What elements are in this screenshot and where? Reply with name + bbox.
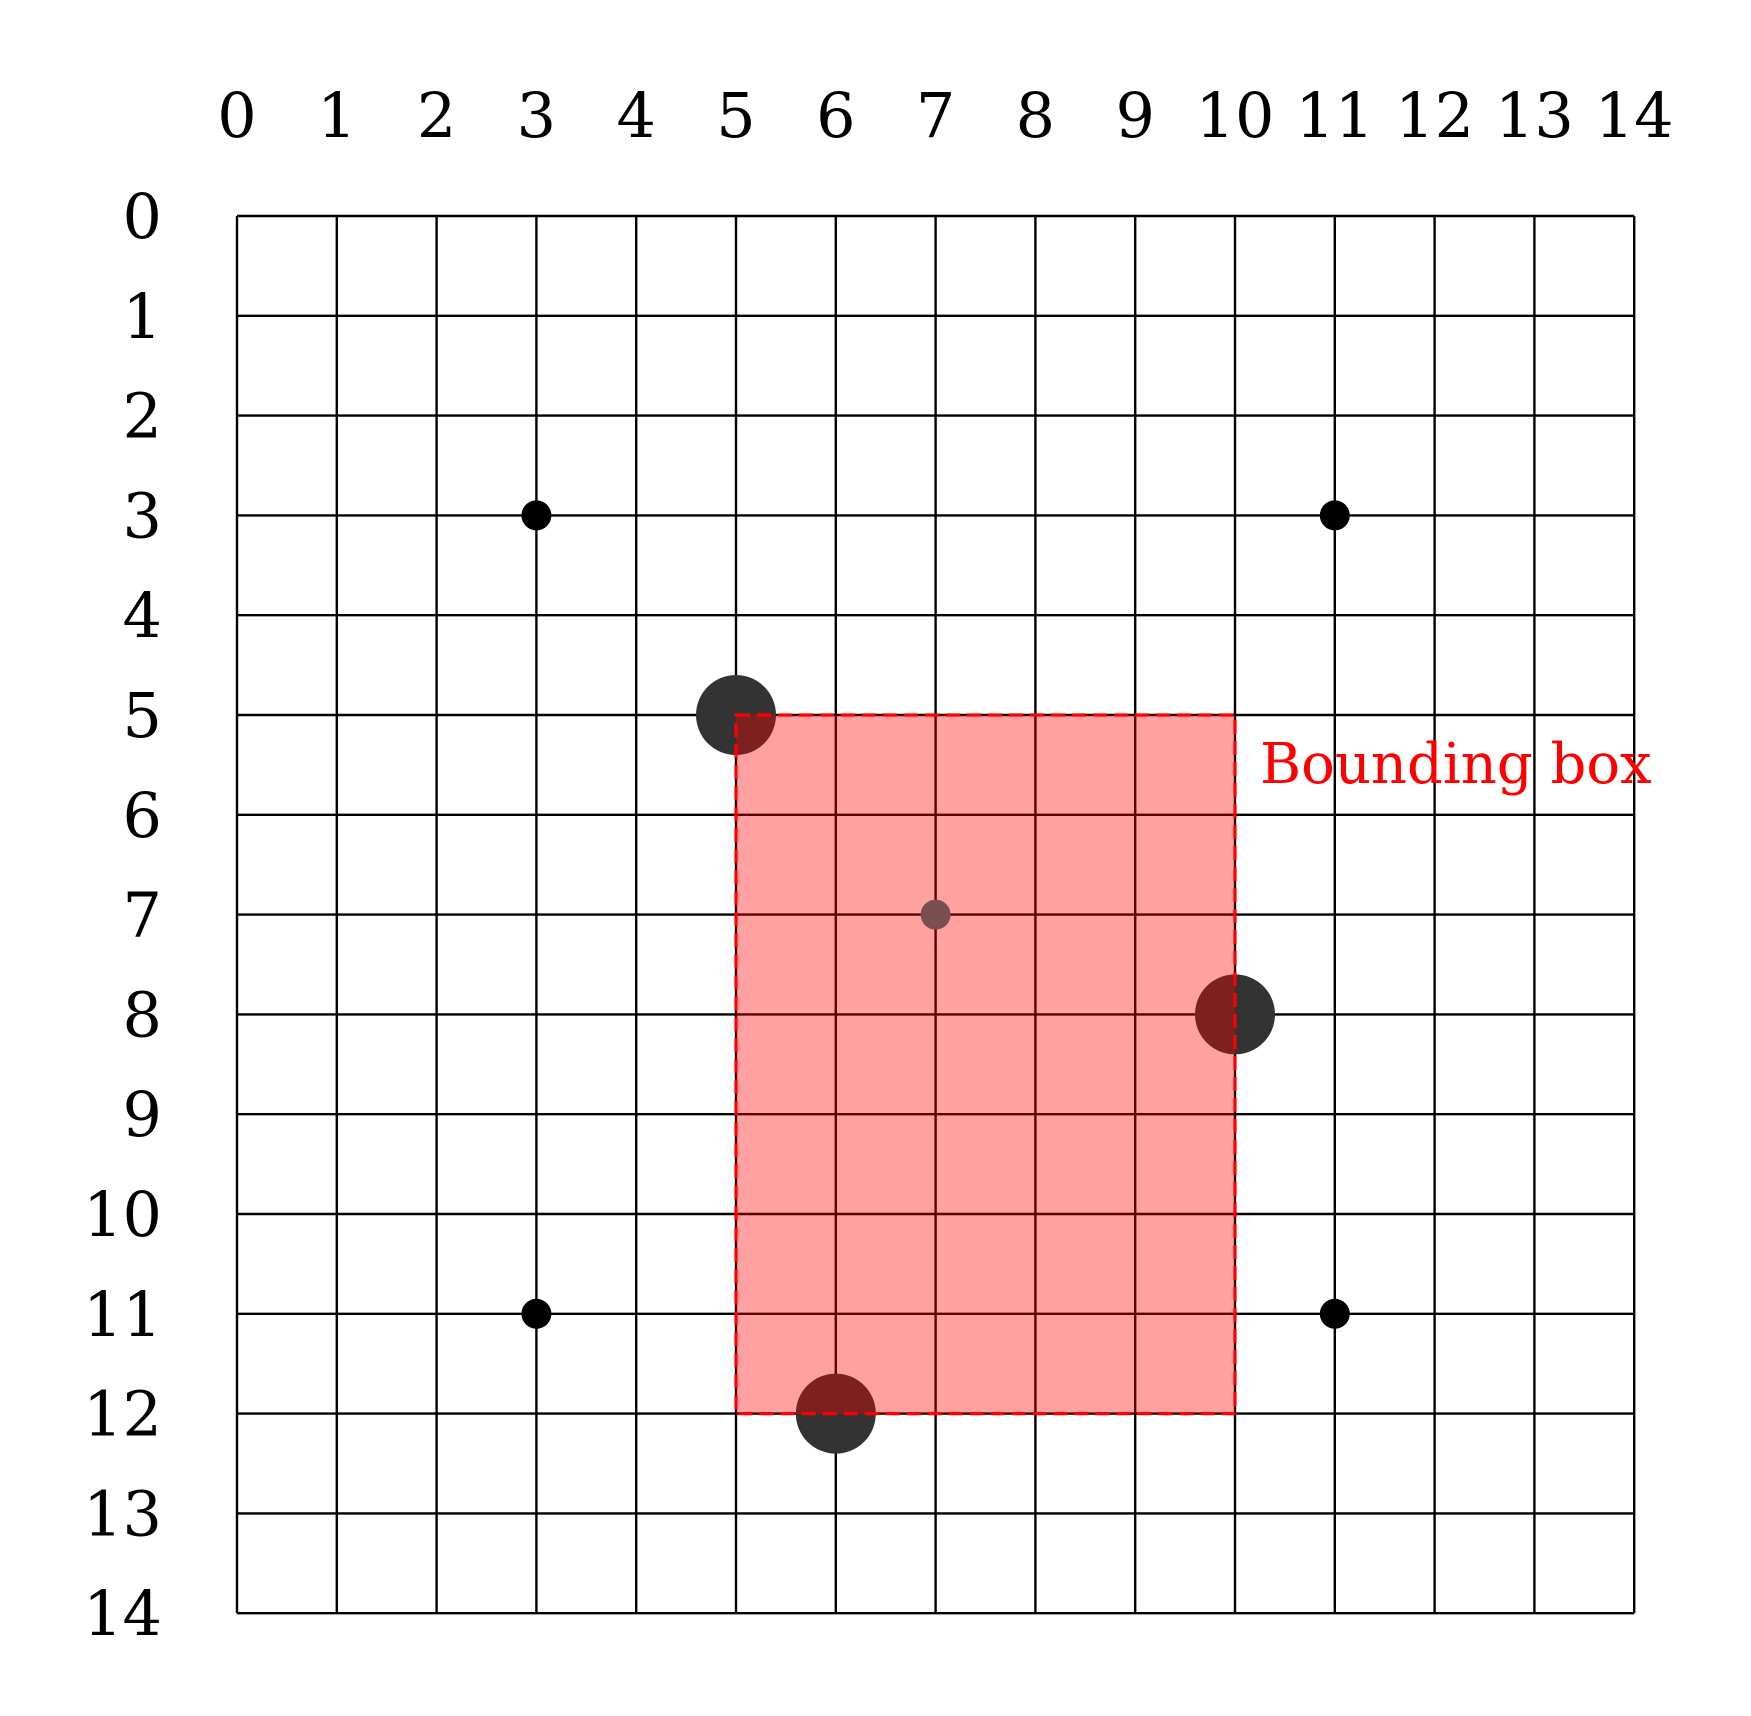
star-point bbox=[1319, 500, 1350, 531]
board-grid bbox=[235, 214, 1636, 1615]
row-label: 0 bbox=[123, 180, 162, 253]
column-label: 11 bbox=[1295, 79, 1374, 152]
bounding-box-label: Bounding box bbox=[1260, 732, 1652, 797]
row-label: 14 bbox=[83, 1577, 162, 1650]
column-label: 14 bbox=[1595, 79, 1674, 152]
column-label: 13 bbox=[1495, 79, 1574, 152]
row-label: 13 bbox=[83, 1477, 162, 1550]
column-label: 2 bbox=[417, 79, 456, 152]
column-label: 3 bbox=[517, 79, 556, 152]
row-label: 2 bbox=[123, 380, 162, 453]
column-label: 4 bbox=[616, 79, 655, 152]
row-label: 9 bbox=[123, 1078, 162, 1151]
column-label: 7 bbox=[916, 79, 955, 152]
row-label: 3 bbox=[123, 479, 162, 552]
row-label: 11 bbox=[83, 1278, 162, 1351]
bounding-box-rect bbox=[734, 713, 1237, 1416]
row-label: 8 bbox=[123, 978, 162, 1051]
star-point bbox=[521, 500, 552, 531]
center-marker bbox=[920, 899, 951, 930]
star-point bbox=[1319, 1298, 1350, 1329]
row-label: 6 bbox=[123, 779, 162, 852]
row-label: 1 bbox=[123, 280, 162, 353]
column-label: 9 bbox=[1115, 79, 1154, 152]
column-label: 6 bbox=[816, 79, 855, 152]
column-label: 12 bbox=[1395, 79, 1474, 152]
star-points bbox=[521, 500, 1350, 1329]
column-label: 0 bbox=[217, 79, 256, 152]
row-label: 5 bbox=[123, 679, 162, 752]
row-label: 12 bbox=[83, 1378, 162, 1451]
column-label: 5 bbox=[716, 79, 755, 152]
center-marker-group bbox=[920, 899, 951, 930]
column-label: 1 bbox=[317, 79, 356, 152]
star-point bbox=[521, 1298, 552, 1329]
column-label: 8 bbox=[1016, 79, 1055, 152]
bounding-box-overlay bbox=[734, 713, 1237, 1416]
row-label: 7 bbox=[123, 879, 162, 952]
column-labels: 0 1 2 3 4 5 6 7 8 9 10 11 12 13 14 bbox=[217, 79, 1673, 152]
column-label: 10 bbox=[1196, 79, 1275, 152]
row-label: 4 bbox=[123, 579, 162, 652]
row-label: 10 bbox=[83, 1178, 162, 1251]
